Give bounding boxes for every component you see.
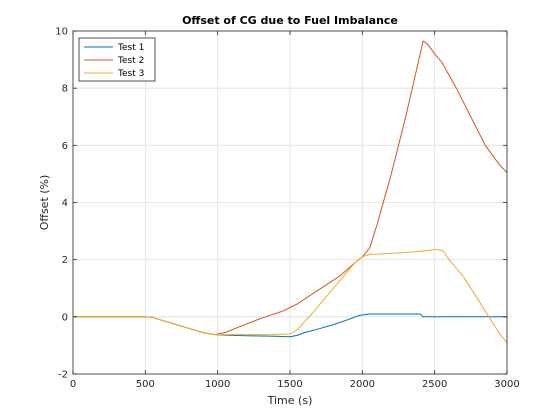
x-tick-label: 2000 xyxy=(350,379,375,390)
x-tick-label: 3000 xyxy=(494,379,519,390)
y-tick-label: -2 xyxy=(58,370,68,381)
legend[interactable]: Test 1 Test 2 Test 3 xyxy=(78,37,156,82)
series-lines xyxy=(73,40,508,343)
y-tick-label: 4 xyxy=(62,198,68,209)
legend-entry-label: Test 2 xyxy=(117,56,144,66)
x-tick-label: 1500 xyxy=(277,379,302,390)
x-tick-label: 500 xyxy=(136,379,155,390)
x-tick-label: 2500 xyxy=(422,379,447,390)
chart-title: Offset of CG due to Fuel Imbalance xyxy=(182,14,398,27)
y-tick-label: 2 xyxy=(62,255,68,266)
x-tick-label: 1000 xyxy=(205,379,230,390)
y-tick-label: 6 xyxy=(62,141,68,152)
x-tick-label: 0 xyxy=(70,379,76,390)
legend-entry-label: Test 3 xyxy=(117,69,144,79)
y-tick-label: 8 xyxy=(62,84,68,95)
y-axis-label: Offset (%) xyxy=(38,175,51,231)
y-tick-label: 0 xyxy=(62,312,68,323)
legend-entry-label: Test 1 xyxy=(117,43,144,53)
series-line-test-3 xyxy=(73,248,508,343)
y-tick-label: 10 xyxy=(55,27,68,38)
x-axis-label: Time (s) xyxy=(267,394,313,407)
